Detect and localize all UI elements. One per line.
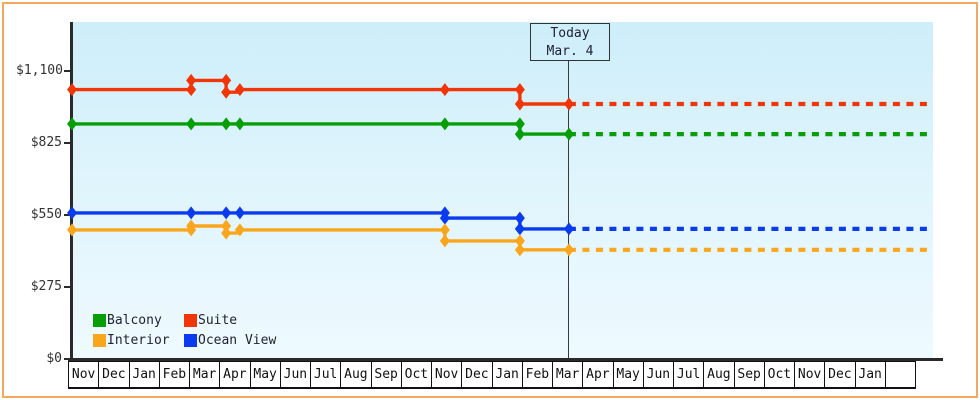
- today-label: Today: [550, 26, 590, 41]
- month-cell: Dec: [461, 361, 493, 389]
- y-tick-label: $275: [30, 279, 62, 294]
- today-date: Mar. 4: [546, 44, 594, 59]
- y-tick-label: $1,100: [16, 63, 63, 78]
- month-cell: Nov: [431, 361, 463, 389]
- legend: Balcony Suite Interior Ocean View: [93, 313, 276, 348]
- y-axis: [70, 22, 73, 363]
- month-cell: Jan: [128, 361, 160, 389]
- y-tick-mark: [64, 142, 72, 144]
- month-cell: Aug: [703, 361, 735, 389]
- month-cell: May: [612, 361, 644, 389]
- plot-area: [72, 22, 933, 360]
- month-cell: Nov: [68, 361, 100, 389]
- month-cell: Feb: [158, 361, 190, 389]
- month-cell: Oct: [400, 361, 432, 389]
- month-cell: Sep: [370, 361, 402, 389]
- y-tick-mark: [64, 70, 72, 72]
- month-cell: Mar: [189, 361, 221, 389]
- month-axis: Nov Dec Jan Feb Mar Apr May Jun Jul Aug Sep Oct Nov D…: [68, 361, 916, 389]
- today-line: [568, 61, 569, 358]
- legend-item: Interior: [93, 333, 184, 348]
- month-cell: Nov: [794, 361, 826, 389]
- legend-swatch: [93, 314, 106, 327]
- legend-swatch: [184, 314, 197, 327]
- legend-label: Interior: [107, 333, 170, 348]
- month-cell: May: [249, 361, 281, 389]
- month-cell: Jun: [642, 361, 674, 389]
- legend-label: Ocean View: [198, 333, 277, 348]
- month-cell: Jul: [673, 361, 705, 389]
- y-tick-mark: [64, 286, 72, 288]
- legend-item: Suite: [184, 313, 276, 328]
- month-cell-empty: [884, 361, 916, 389]
- x-axis: [68, 358, 943, 361]
- today-box: Today Mar. 4: [530, 23, 610, 61]
- month-cell: Aug: [340, 361, 372, 389]
- legend-swatch: [93, 334, 106, 347]
- y-tick-label: $0: [46, 351, 62, 366]
- month-cell: Sep: [733, 361, 765, 389]
- legend-item: Ocean View: [184, 333, 276, 348]
- legend-label: Suite: [198, 313, 238, 328]
- month-cell: Oct: [763, 361, 795, 389]
- month-cell: Apr: [582, 361, 614, 389]
- y-tick-label: $825: [30, 135, 62, 150]
- month-cell: Jul: [310, 361, 342, 389]
- month-cell: Feb: [521, 361, 553, 389]
- y-tick-label: $550: [30, 207, 62, 222]
- month-cell: Mar: [552, 361, 584, 389]
- legend-label: Balcony: [107, 313, 162, 328]
- legend-item: Balcony: [93, 313, 184, 328]
- y-tick-mark: [64, 214, 72, 216]
- month-cell: Jan: [854, 361, 886, 389]
- month-cell: Apr: [219, 361, 251, 389]
- month-cell: Jan: [491, 361, 523, 389]
- y-tick-mark: [64, 358, 72, 360]
- month-cell: Dec: [824, 361, 856, 389]
- month-cell: Jun: [279, 361, 311, 389]
- month-cell: Dec: [98, 361, 130, 389]
- legend-swatch: [184, 334, 197, 347]
